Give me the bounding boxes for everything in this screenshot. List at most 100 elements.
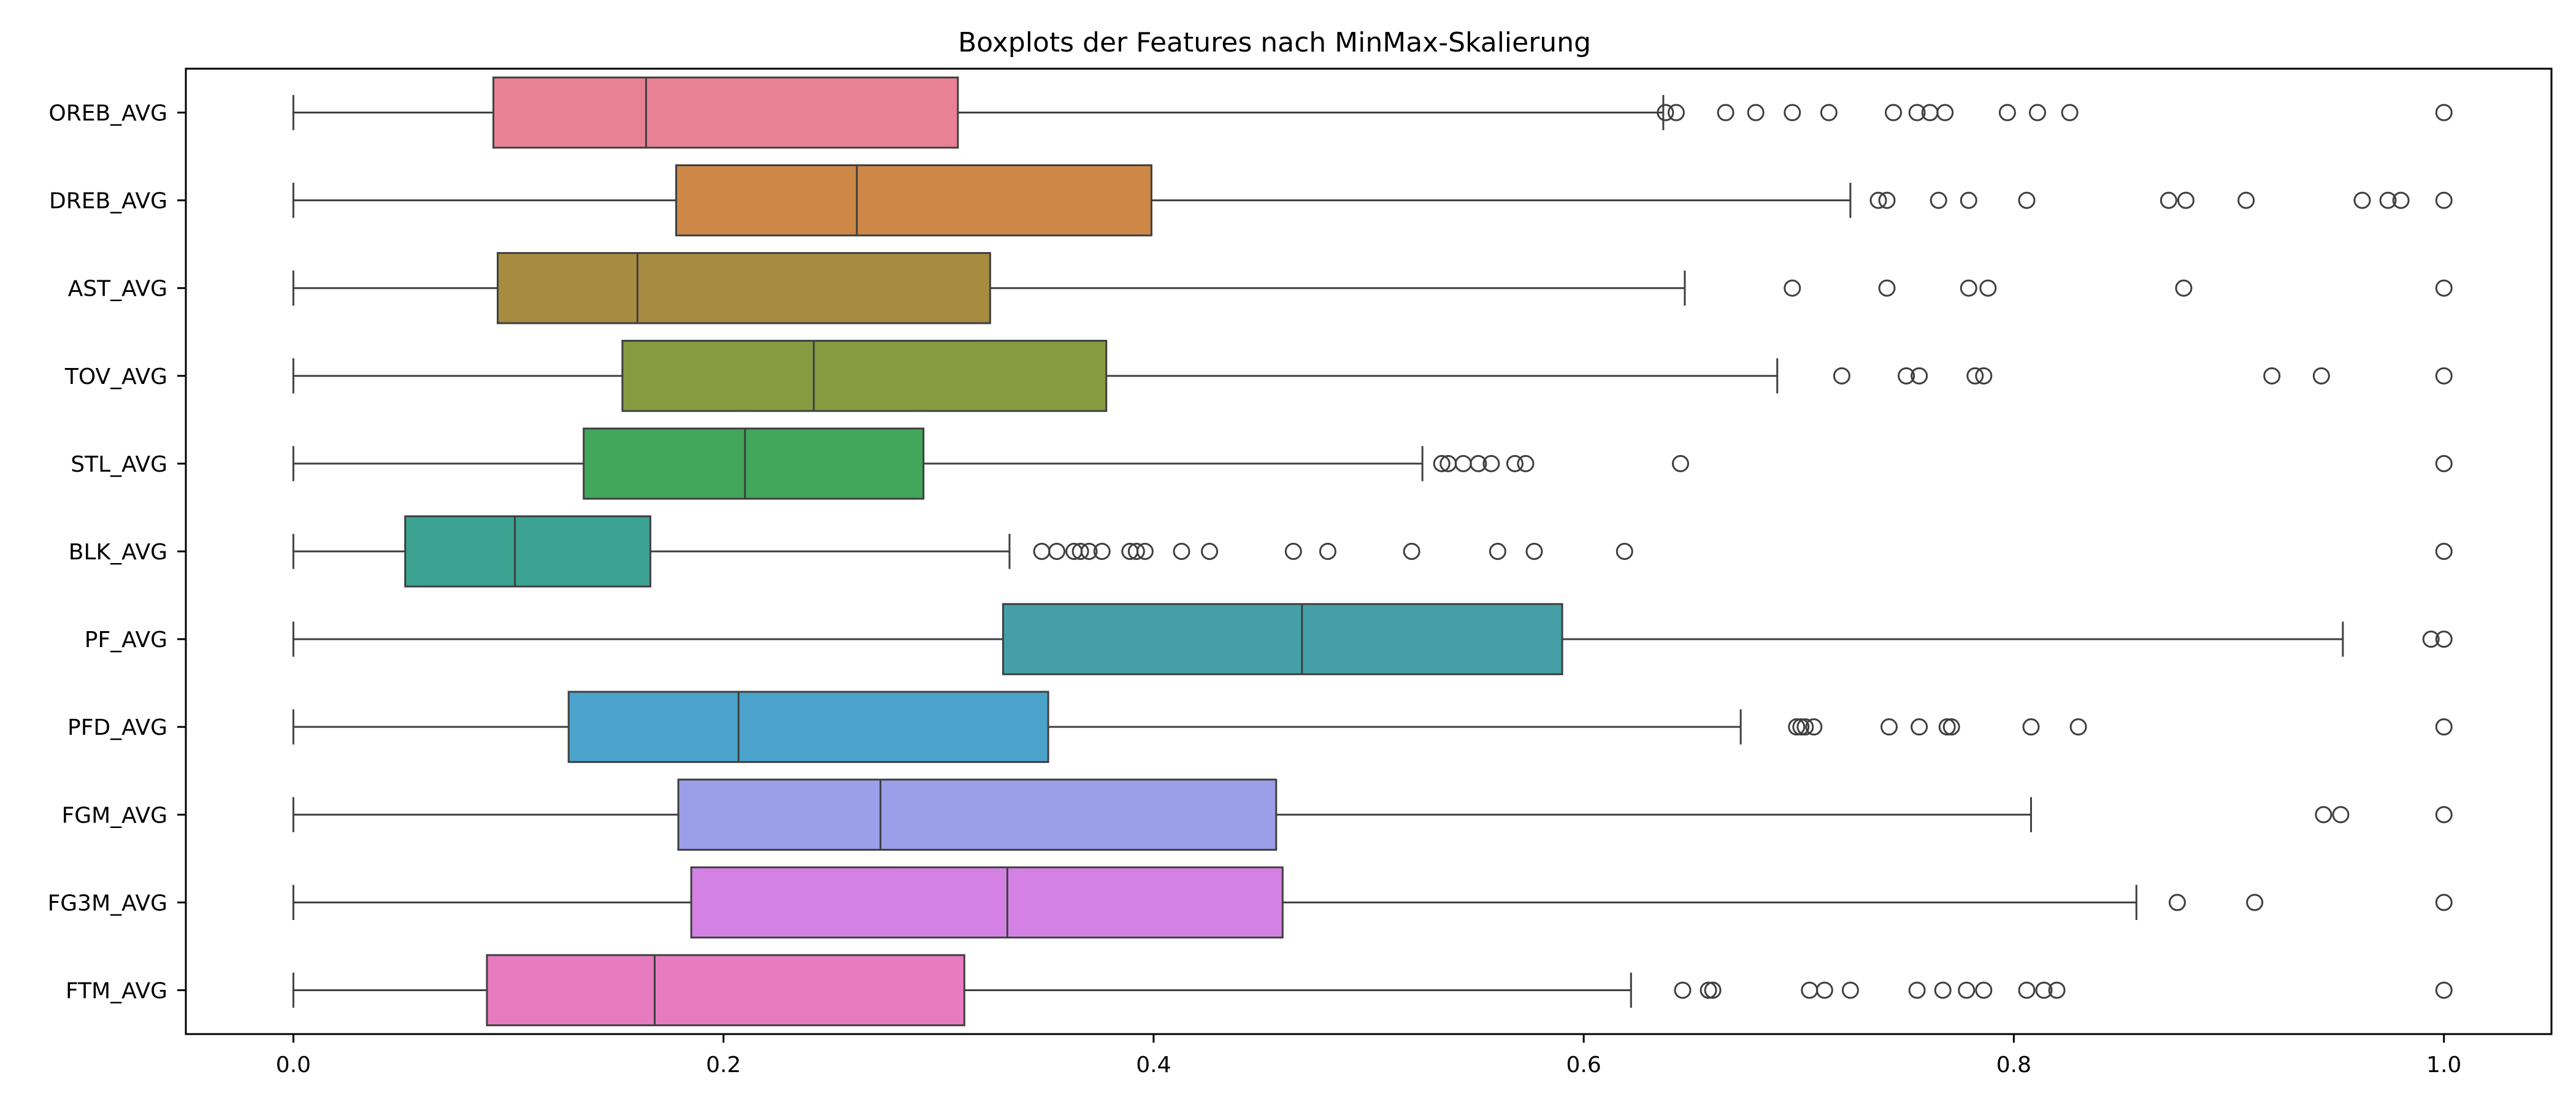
- outlier-point: [2435, 806, 2453, 824]
- boxplot-tov-avg: [292, 340, 2453, 412]
- outlier-point: [1784, 279, 1801, 297]
- outlier-point: [1880, 718, 1898, 736]
- y-tick-label-tov-avg: TOV_AVG: [64, 364, 167, 389]
- outlier-point: [1489, 543, 1506, 560]
- outlier-point: [1805, 718, 1823, 736]
- outlier-point: [2263, 367, 2281, 385]
- outlier-point: [1482, 454, 1500, 472]
- box-dreb-avg: [675, 164, 1152, 237]
- outlier-point: [2028, 104, 2046, 121]
- plot-frame: [185, 67, 2553, 1035]
- outlier-point: [1747, 104, 1765, 121]
- outlier-point: [1788, 718, 1806, 736]
- outlier-point: [2022, 718, 2040, 736]
- outlier-point: [2379, 191, 2397, 209]
- outlier-point: [1966, 367, 1984, 385]
- outlier-point: [1911, 718, 1928, 736]
- outlier-point: [2435, 104, 2453, 121]
- y-tick-label-ftm-avg: FTM_AVG: [66, 978, 167, 1003]
- box-fg3m-avg: [690, 866, 1284, 939]
- box-fgm-avg: [677, 778, 1278, 851]
- outlier-point: [1433, 454, 1451, 472]
- outlier-point: [1934, 981, 1952, 999]
- outlier-point: [1815, 981, 1833, 999]
- outlier-point: [2332, 806, 2350, 824]
- y-tick-label-stl-avg: STL_AVG: [71, 452, 167, 477]
- outlier-point: [1525, 543, 1543, 560]
- box-blk-avg: [404, 515, 651, 588]
- boxplot-blk-avg: [292, 515, 2453, 588]
- outlier-point: [1201, 543, 1219, 560]
- outlier-point: [1885, 104, 1903, 121]
- x-tick-label: 0.8: [1996, 1052, 2031, 1078]
- outlier-point: [1792, 718, 1810, 736]
- outlier-point: [1869, 191, 1887, 209]
- x-tick-label: 1.0: [2426, 1052, 2461, 1078]
- outlier-point: [2035, 981, 2053, 999]
- outlier-point: [1911, 367, 1928, 385]
- y-tick-label-oreb-avg: OREB_AVG: [48, 101, 167, 126]
- outlier-point: [1284, 543, 1302, 560]
- outlier-point: [1960, 191, 1977, 209]
- outlier-point: [1930, 191, 1947, 209]
- outlier-point: [2392, 191, 2410, 209]
- outlier-point: [2312, 367, 2330, 385]
- outlier-point: [2315, 806, 2333, 824]
- outlier-point: [2435, 981, 2453, 999]
- outlier-point: [1938, 718, 1956, 736]
- outlier-point: [1878, 279, 1896, 297]
- outlier-point: [1833, 367, 1850, 385]
- box-oreb-avg: [492, 76, 959, 149]
- box-ftm-avg: [486, 954, 965, 1027]
- y-tick-label-fgm-avg: FGM_AVG: [61, 803, 167, 828]
- boxplot-pf-avg: [292, 603, 2453, 675]
- y-tick-label-blk-avg: BLK_AVG: [69, 540, 167, 565]
- outlier-point: [2168, 894, 2186, 911]
- outlier-point: [1136, 543, 1154, 560]
- plot-area: OREB_AVG DREB_AVG AST_AVG TOV_AVG STL_AVG BLK…: [48, 67, 2553, 1078]
- boxplot-stl-avg: [292, 427, 2453, 500]
- outlier-point: [1080, 543, 1098, 560]
- outlier-point: [1093, 543, 1111, 560]
- boxplot-fgm-avg: [292, 778, 2453, 851]
- boxplot-fg3m-avg: [292, 866, 2453, 939]
- outlier-point: [1784, 104, 1801, 121]
- outlier-point: [2237, 191, 2255, 209]
- x-tick-label: 0.6: [1566, 1052, 1601, 1078]
- outlier-point: [2061, 104, 2079, 121]
- outlier-point: [1616, 543, 1633, 560]
- outlier-point: [1071, 543, 1089, 560]
- outlier-point: [1975, 981, 1993, 999]
- box-stl-avg: [583, 427, 925, 500]
- y-tick-label-pf-avg: PF_AVG: [85, 627, 167, 653]
- outlier-point: [2177, 191, 2195, 209]
- outlier-point: [2018, 191, 2036, 209]
- boxplot-dreb-avg: [292, 164, 2453, 237]
- outlier-point: [2422, 631, 2440, 648]
- box-tov-avg: [621, 340, 1108, 412]
- y-tick-label-ast-avg: AST_AVG: [68, 277, 167, 302]
- outlier-point: [1517, 454, 1535, 472]
- box-pfd-avg: [567, 691, 1049, 763]
- outlier-point: [2435, 454, 2453, 472]
- outlier-point: [1898, 367, 1915, 385]
- outlier-point: [2069, 718, 2087, 736]
- outlier-point: [1878, 191, 1896, 209]
- outlier-point: [1671, 454, 1689, 472]
- outlier-point: [1700, 981, 1717, 999]
- boxplot-ast-avg: [292, 251, 2453, 324]
- outlier-point: [2435, 279, 2453, 297]
- outlier-point: [1657, 104, 1674, 121]
- outlier-point: [1506, 454, 1524, 472]
- outlier-point: [2435, 191, 2453, 209]
- boxplot-ftm-avg: [292, 954, 2453, 1027]
- outlier-point: [1127, 543, 1145, 560]
- box-pf-avg: [1002, 603, 1563, 675]
- y-tick-label-pfd-avg: PFD_AVG: [67, 715, 167, 740]
- outlier-point: [1173, 543, 1190, 560]
- outlier-point: [1958, 981, 1976, 999]
- box-ast-avg: [496, 251, 991, 324]
- outlier-point: [1942, 718, 1960, 736]
- outlier-point: [1998, 104, 2016, 121]
